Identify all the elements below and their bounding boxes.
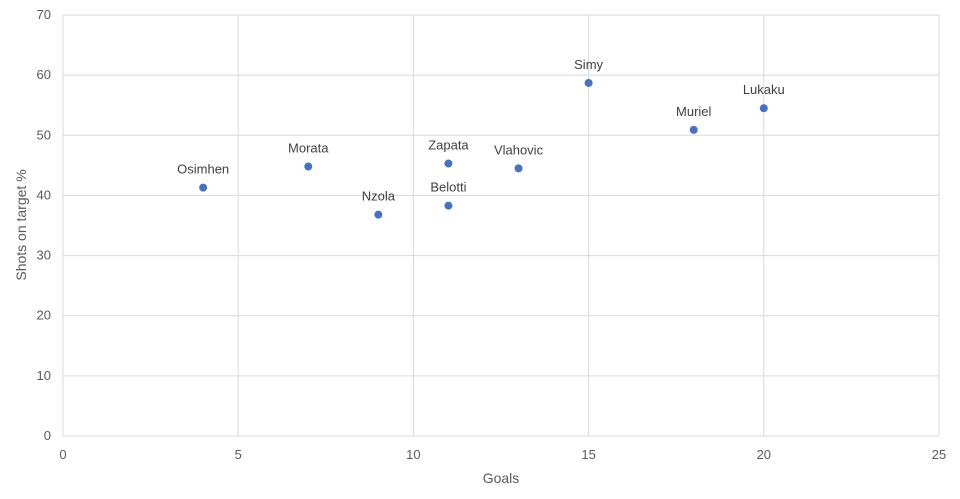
y-tick-label: 0: [44, 428, 51, 443]
x-tick-label: 15: [581, 447, 595, 462]
x-tick-label: 20: [757, 447, 771, 462]
y-tick-label: 30: [37, 248, 51, 263]
data-point-muriel: [689, 125, 698, 134]
y-tick-label: 50: [37, 127, 51, 142]
data-label-simy: Simy: [574, 57, 603, 72]
y-axis-title: Shots on target %: [13, 169, 29, 280]
x-tick-label: 5: [235, 447, 242, 462]
data-label-nzola: Nzola: [362, 189, 396, 204]
data-point-belotti: [444, 201, 453, 210]
data-label-osimhen: Osimhen: [177, 162, 229, 177]
x-tick-label: 25: [932, 447, 946, 462]
grid: [62, 14, 940, 437]
data-label-morata: Morata: [288, 141, 329, 156]
data-point-vlahovic: [514, 164, 523, 173]
data-label-zapata: Zapata: [428, 138, 469, 153]
x-axis-ticks: 0 5 10 15 20 25: [59, 447, 946, 462]
data-point-zapata: [444, 159, 453, 168]
y-tick-label: 60: [37, 67, 51, 82]
x-tick-label: 10: [406, 447, 420, 462]
data-points: [199, 78, 768, 219]
data-label-belotti: Belotti: [430, 180, 466, 195]
y-tick-label: 40: [37, 187, 51, 202]
y-tick-label: 10: [37, 368, 51, 383]
data-label-lukaku: Lukaku: [743, 82, 785, 97]
x-axis-title: Goals: [483, 470, 520, 486]
data-point-osimhen: [199, 183, 208, 192]
data-point-nzola: [374, 210, 383, 219]
x-tick-label: 0: [59, 447, 66, 462]
data-point-simy: [584, 78, 593, 87]
data-point-lukaku: [759, 104, 768, 113]
data-point-morata: [304, 162, 313, 171]
data-label-vlahovic: Vlahovic: [494, 142, 544, 157]
data-label-muriel: Muriel: [676, 104, 712, 119]
y-axis-ticks: 0 10 20 30 40 50 60 70: [37, 7, 51, 443]
y-tick-label: 70: [37, 7, 51, 22]
data-labels: Osimhen Morata Nzola Zapata Belotti Vlahovic S…: [177, 57, 785, 204]
y-tick-label: 20: [37, 308, 51, 323]
